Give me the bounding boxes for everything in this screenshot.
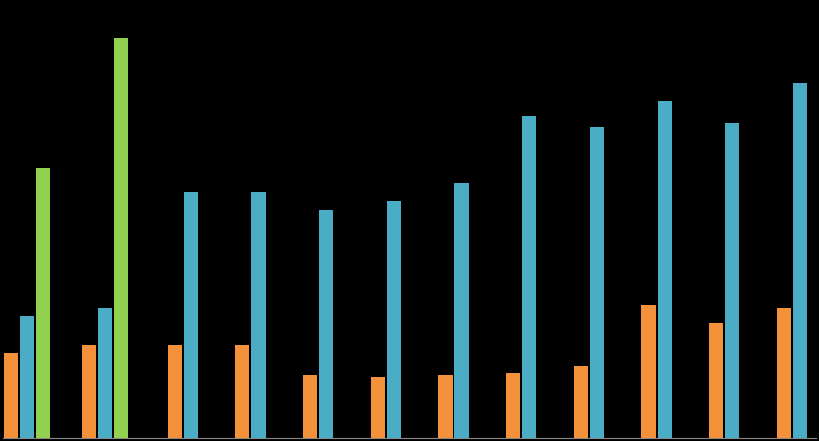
Bar xyxy=(168,344,182,438)
Bar xyxy=(97,307,112,438)
Bar xyxy=(114,37,128,438)
Bar xyxy=(319,209,333,438)
Bar xyxy=(387,201,401,438)
Bar xyxy=(82,344,96,438)
Bar xyxy=(303,375,317,438)
Bar xyxy=(438,375,453,438)
Bar xyxy=(183,192,198,438)
Bar xyxy=(371,377,385,438)
Bar xyxy=(235,344,250,438)
Bar xyxy=(641,306,656,438)
Bar xyxy=(709,323,723,438)
Bar xyxy=(455,183,468,438)
Bar xyxy=(590,127,604,438)
Bar xyxy=(20,316,34,438)
Bar xyxy=(251,192,265,438)
Bar xyxy=(4,353,18,438)
Bar xyxy=(523,116,536,438)
Bar xyxy=(506,373,520,438)
Bar xyxy=(658,101,672,438)
Bar xyxy=(574,366,588,438)
Bar xyxy=(777,307,791,438)
Bar xyxy=(726,123,740,438)
Bar xyxy=(36,168,50,438)
Bar xyxy=(793,83,808,438)
